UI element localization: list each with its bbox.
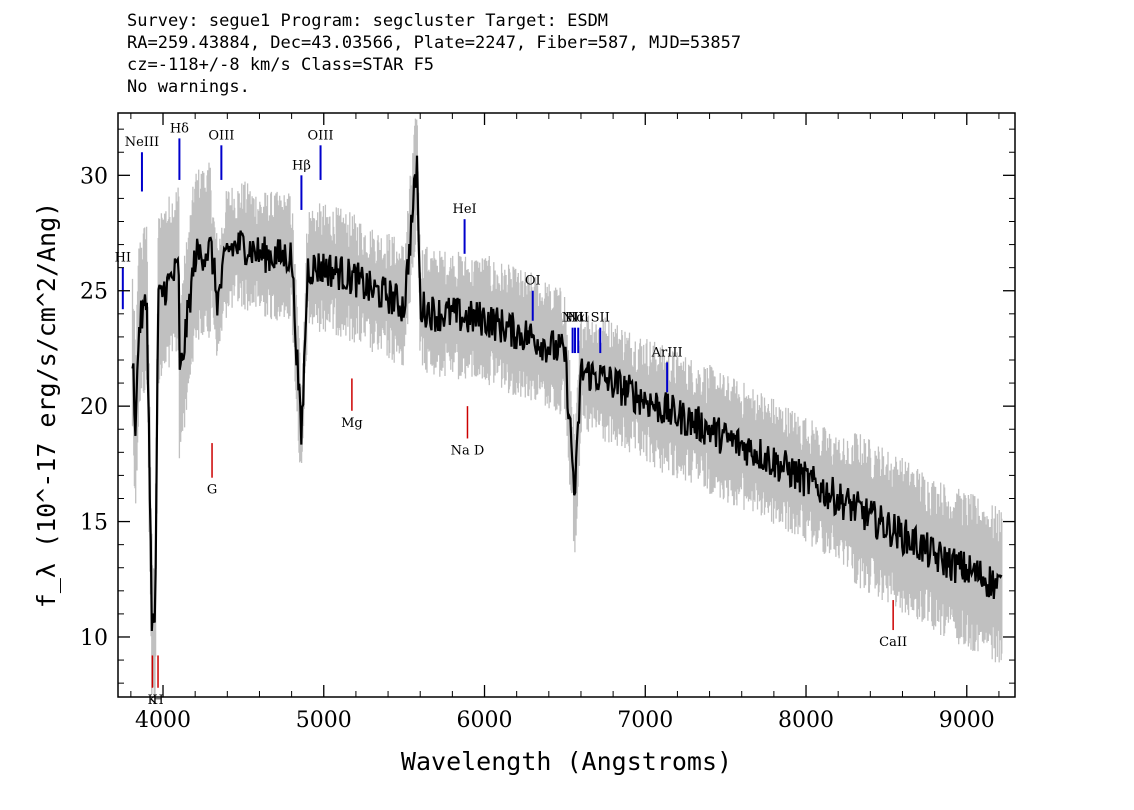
emission-label: SII <box>591 311 610 326</box>
x-tick-label: 6000 <box>457 708 513 733</box>
y-axis-title: f_λ (10^-17 erg/s/cm^2/Ang) <box>32 202 61 608</box>
header-coords-line: RA=259.43884, Dec=43.03566, Plate=2247, … <box>127 33 742 53</box>
emission-label: NII <box>562 311 584 326</box>
absorption-label: Mg <box>341 416 363 431</box>
y-tick-label: 25 <box>80 280 108 305</box>
absorption-label: CaII <box>879 635 907 650</box>
absorption-label: K <box>148 693 158 708</box>
y-tick-label: 10 <box>80 626 108 651</box>
x-axis-title: Wavelength (Angstroms) <box>401 747 732 776</box>
absorption-label: H <box>152 693 163 708</box>
emission-label: HI <box>115 251 131 266</box>
x-tick-label: 4000 <box>135 708 191 733</box>
x-tick-label: 7000 <box>617 708 673 733</box>
emission-label: OI <box>525 274 541 289</box>
emission-label: ArIII <box>651 345 683 360</box>
smoothed-spectrum-line <box>131 155 1003 632</box>
plot-frame <box>117 112 1016 698</box>
header-warnings-line: No warnings. <box>127 77 250 97</box>
emission-label: NeIII <box>125 135 159 150</box>
x-tick-label: 5000 <box>296 708 352 733</box>
spectrum-header: Survey: segue1 Program: segcluster Targe… <box>127 10 1027 98</box>
absorption-label: G <box>207 483 217 498</box>
axis-ticks: 4000 5000 6000 7000 8000 9000 10 15 20 25 30 <box>80 113 1015 733</box>
emission-label: Hα <box>565 311 585 326</box>
x-tick-label: 9000 <box>939 708 995 733</box>
emission-label: OIII <box>208 128 234 143</box>
emission-label: OIII <box>308 128 334 143</box>
emission-label: HeI <box>452 202 476 217</box>
absorption-label: Na D <box>451 443 485 458</box>
emission-label: NII <box>567 311 589 326</box>
emission-label: Hβ <box>292 158 311 173</box>
emission-label: Hδ <box>170 121 189 136</box>
y-tick-label: 15 <box>80 511 108 536</box>
header-survey-line: Survey: segue1 Program: segcluster Targe… <box>127 11 609 31</box>
x-tick-label: 8000 <box>778 708 834 733</box>
y-tick-label: 20 <box>80 395 108 420</box>
y-tick-label: 30 <box>80 164 108 189</box>
header-redshift-line: cz=-118+/-8 km/s Class=STAR F5 <box>127 55 435 75</box>
